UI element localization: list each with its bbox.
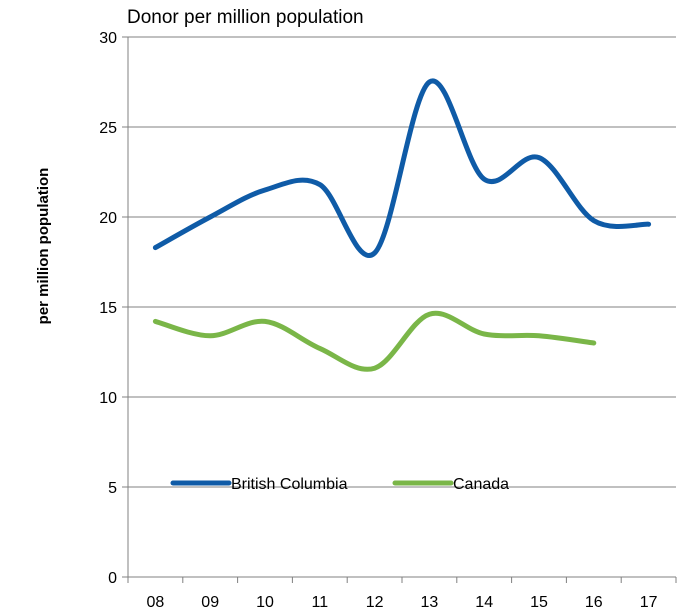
y-tick-label: 25: [99, 120, 117, 137]
axes: [122, 36, 677, 583]
series-line-canada: [152, 310, 597, 372]
legend-label-canada: Canada: [453, 476, 509, 493]
x-tick-label-14: 14: [475, 594, 493, 611]
y-tick-label: 30: [99, 30, 117, 47]
x-tick-label-13: 13: [421, 594, 439, 611]
gridlines: [128, 36, 676, 488]
x-tick-label-11: 11: [311, 594, 328, 611]
y-tick-label: 10: [99, 390, 117, 407]
series-line-british-columbia: [152, 78, 652, 258]
y-tick-label: 5: [108, 480, 117, 497]
x-tick-label-09: 09: [201, 594, 219, 611]
y-axis-label: per million population: [35, 168, 52, 325]
legend: British Columbia Canada: [170, 476, 509, 493]
y-tick-label: 0: [108, 570, 117, 587]
x-tick-label-08: 08: [147, 594, 165, 611]
x-tick-label-12: 12: [366, 594, 384, 611]
y-tick-label: 15: [99, 300, 117, 317]
tick-labels: 0 5 10 15 20 25 30 08 09 10 11 12 13 14 15 16 17: [99, 30, 657, 611]
legend-label-british-columbia: British Columbia: [231, 476, 348, 493]
x-tick-label-16: 16: [585, 594, 603, 611]
series-lines: [152, 78, 652, 372]
x-tick-label-15: 15: [530, 594, 548, 611]
y-tick-label: 20: [99, 210, 117, 227]
x-tick-label-17: 17: [640, 594, 658, 611]
chart-title: Donor per million population: [127, 7, 364, 28]
x-tick-label-10: 10: [256, 594, 274, 611]
